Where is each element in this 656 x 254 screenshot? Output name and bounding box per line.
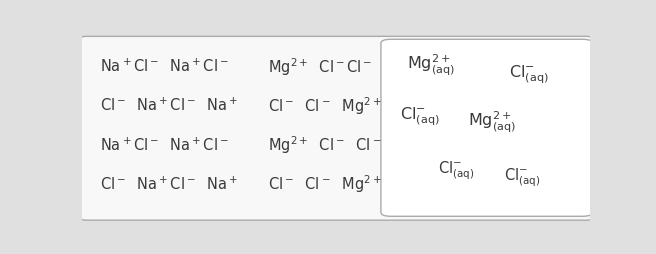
- Text: Na$^+$Cl$^-$  Na$^+$Cl$^-$: Na$^+$Cl$^-$ Na$^+$Cl$^-$: [100, 136, 229, 154]
- Text: Mg$^{2+}_{\mathrm{(aq)}}$: Mg$^{2+}_{\mathrm{(aq)}}$: [468, 110, 516, 135]
- Text: Mg$^{2+}$  Cl$^-$Cl$^-$: Mg$^{2+}$ Cl$^-$Cl$^-$: [268, 56, 372, 77]
- Text: Cl$^{-}_{\mathrm{(aq)}}$: Cl$^{-}_{\mathrm{(aq)}}$: [400, 105, 440, 128]
- Text: Mg$^{2+}_{\mathrm{(aq)}}$: Mg$^{2+}_{\mathrm{(aq)}}$: [407, 53, 455, 78]
- Text: Cl$^{-}_{\mathrm{(aq)}}$: Cl$^{-}_{\mathrm{(aq)}}$: [509, 63, 548, 86]
- Text: Cl$^-$  Cl$^-$  Mg$^{2+}$: Cl$^-$ Cl$^-$ Mg$^{2+}$: [268, 95, 381, 117]
- Text: Cl$^-$  Na$^+$Cl$^-$  Na$^+$: Cl$^-$ Na$^+$Cl$^-$ Na$^+$: [100, 175, 238, 193]
- Text: Mg$^{2+}$  Cl$^-$  Cl$^-$: Mg$^{2+}$ Cl$^-$ Cl$^-$: [268, 134, 381, 156]
- Text: Cl$^-$  Na$^+$Cl$^-$  Na$^+$: Cl$^-$ Na$^+$Cl$^-$ Na$^+$: [100, 97, 238, 115]
- Text: Cl$^-$  Cl$^-$  Mg$^{2+}$: Cl$^-$ Cl$^-$ Mg$^{2+}$: [268, 173, 381, 195]
- Text: Cl$^{-}_{\mathrm{(aq)}}$: Cl$^{-}_{\mathrm{(aq)}}$: [438, 159, 474, 182]
- Text: Na$^+$Cl$^-$  Na$^+$Cl$^-$: Na$^+$Cl$^-$ Na$^+$Cl$^-$: [100, 58, 229, 75]
- FancyBboxPatch shape: [381, 39, 592, 216]
- Text: Cl$^{-}_{\mathrm{(aq)}}$: Cl$^{-}_{\mathrm{(aq)}}$: [504, 167, 541, 189]
- FancyBboxPatch shape: [81, 36, 592, 220]
